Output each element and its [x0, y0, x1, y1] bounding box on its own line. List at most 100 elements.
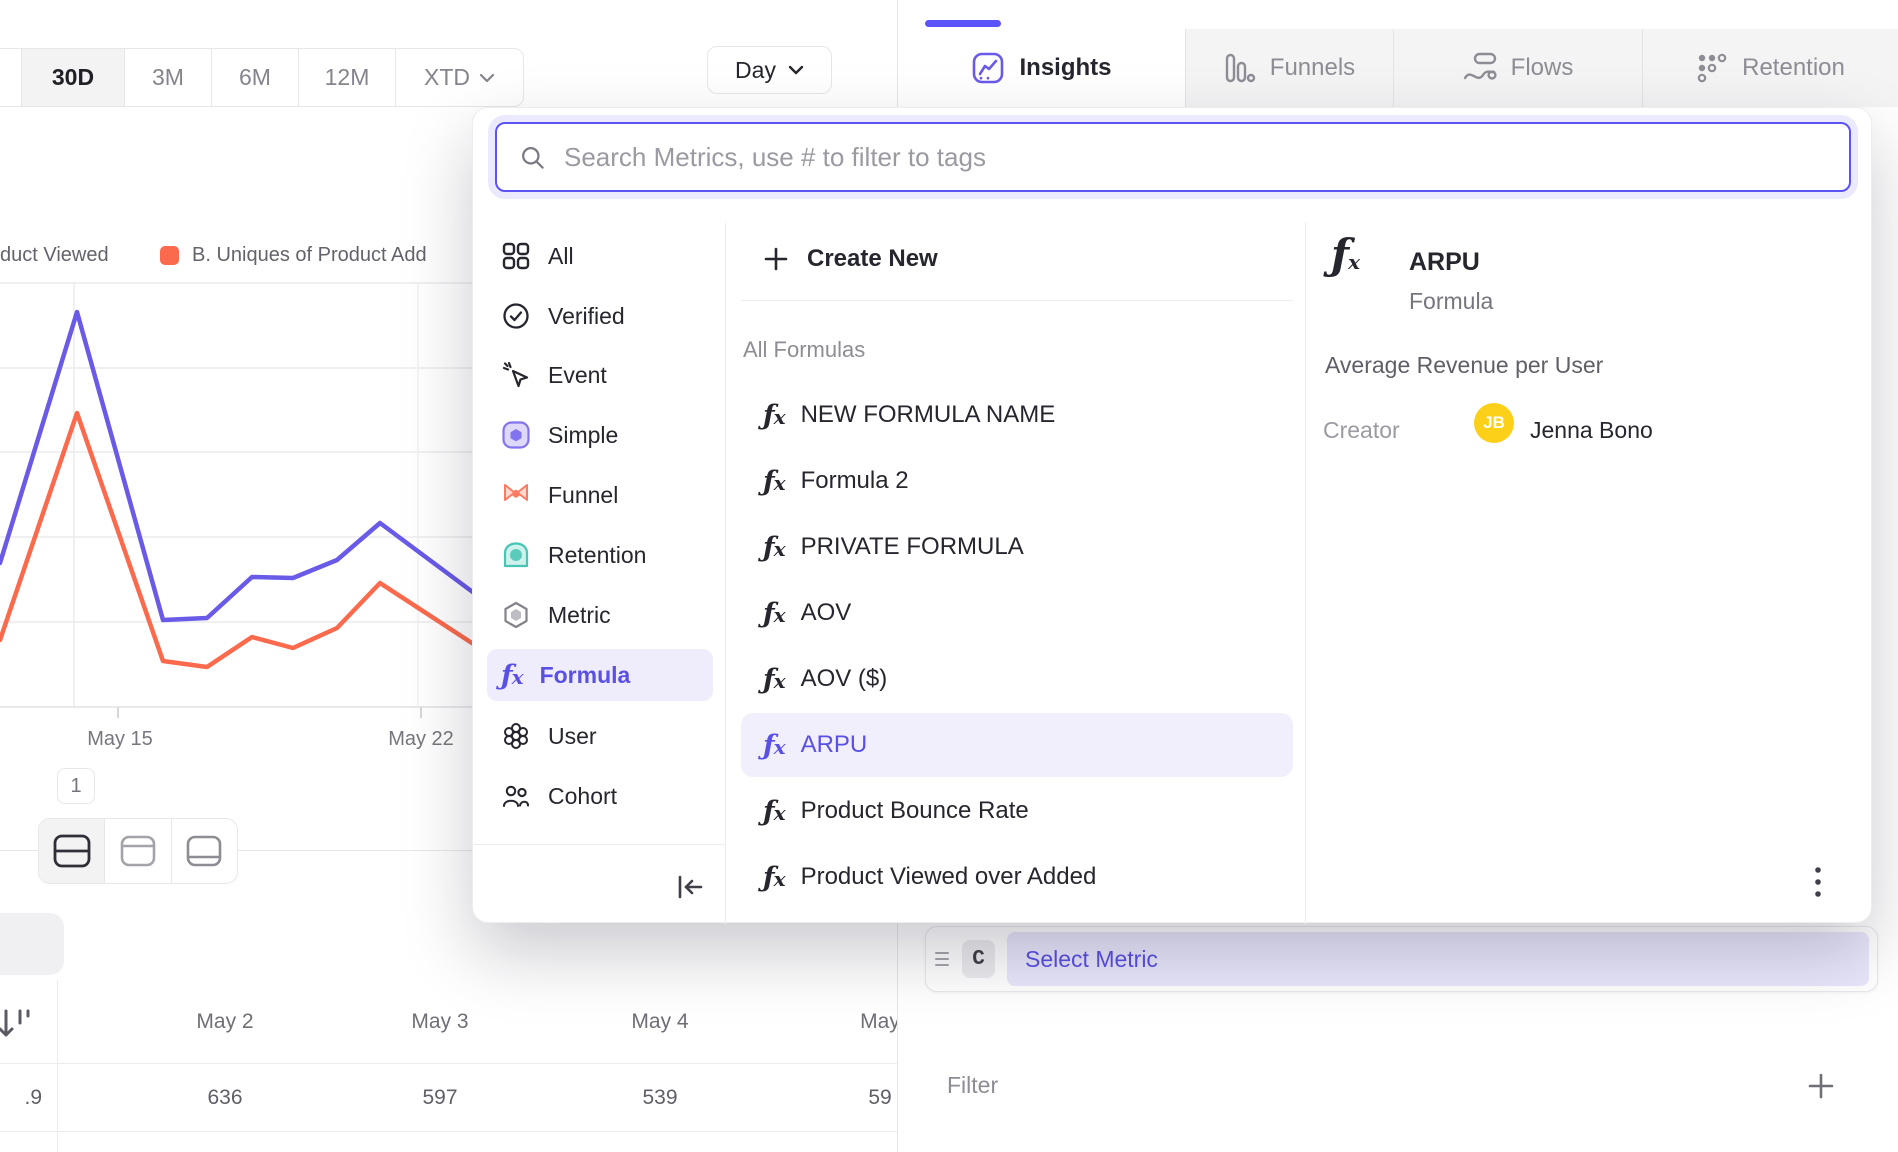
table-cell: 539 — [642, 1086, 678, 1109]
legend-swatch-orange — [160, 246, 179, 265]
time-range-partial[interactable] — [0, 49, 22, 106]
detail-type-label: Formula — [1409, 288, 1494, 314]
creator-label: Creator — [1323, 417, 1400, 443]
sidebar-item-event[interactable]: Event — [487, 349, 713, 401]
table-cell: 636 — [207, 1086, 243, 1109]
sidebar-item-label: Retention — [548, 541, 647, 568]
time-range-group: 30D 3M 6M 12M XTD — [0, 48, 524, 107]
sidebar-item-all[interactable]: All — [487, 230, 713, 282]
series-b-line — [0, 410, 478, 670]
tab-retention[interactable]: Retention — [1643, 29, 1898, 107]
fx-icon: ƒx — [763, 597, 786, 629]
search-input[interactable] — [564, 141, 1829, 173]
table-column-divider — [57, 980, 58, 1152]
formula-item-product-bounce-rate[interactable]: ƒx Product Bounce Rate — [741, 779, 1293, 843]
formula-item-label: Formula 2 — [800, 467, 909, 494]
layout-split-horizontal-button[interactable] — [39, 819, 106, 883]
table-header-may5[interactable]: May — [860, 1010, 897, 1033]
series-a-line — [0, 309, 478, 623]
fx-icon: ƒx — [763, 399, 786, 431]
create-new-button[interactable]: Create New — [741, 233, 938, 285]
formula-item-product-viewed-over-added[interactable]: ƒx Product Viewed over Added — [741, 845, 1293, 909]
sidebar-item-verified[interactable]: Verified — [487, 290, 713, 342]
sidebar-item-label: Metric — [548, 601, 611, 628]
grid-all-icon — [502, 242, 530, 270]
time-range-30d[interactable]: 30D — [22, 49, 125, 106]
time-range-label: 30D — [51, 64, 95, 90]
tab-label: Flows — [1510, 54, 1574, 81]
table-header-may4[interactable]: May 4 — [631, 1010, 689, 1033]
formula-item-aov-dollar[interactable]: ƒx AOV ($) — [741, 647, 1293, 711]
layout-footer-panel-button[interactable] — [172, 819, 237, 883]
table-header-may2[interactable]: May 2 — [196, 1010, 254, 1033]
sidebar-item-user[interactable]: User — [487, 710, 713, 762]
x-tick-may15: May 15 — [87, 728, 153, 750]
time-range-xtd[interactable]: XTD — [396, 49, 523, 106]
sidebar-item-label: Simple — [548, 421, 619, 448]
x-tick-may22: May 22 — [388, 728, 454, 750]
sidebar-item-label: All — [548, 242, 574, 269]
formula-item-aov[interactable]: ƒx AOV — [741, 581, 1293, 645]
layout-header-panel-button[interactable] — [105, 819, 172, 883]
formula-item-label: AOV — [800, 599, 852, 626]
drag-handle-icon[interactable] — [934, 950, 950, 968]
formula-item-label: Product Bounce Rate — [800, 797, 1029, 824]
pagination-page-1[interactable]: 1 — [57, 768, 95, 804]
formula-item-label: PRIVATE FORMULA — [800, 533, 1024, 560]
search-icon — [522, 146, 544, 169]
time-range-3m[interactable]: 3M — [125, 49, 212, 106]
active-tab-indicator — [925, 20, 1001, 27]
time-range-6m[interactable]: 6M — [212, 49, 299, 106]
formula-item-formula-2[interactable]: ƒx Formula 2 — [741, 449, 1293, 513]
formula-item-arpu[interactable]: ƒx ARPU — [741, 713, 1293, 777]
time-range-label: 3M — [152, 64, 184, 90]
sidebar-item-retention[interactable]: Retention — [487, 529, 713, 581]
select-metric-field[interactable]: Select Metric — [1007, 932, 1869, 986]
tab-flows[interactable]: Flows — [1394, 29, 1643, 107]
granularity-dropdown[interactable]: Day — [707, 46, 832, 94]
sidebar-footer-divider — [474, 844, 725, 845]
formula-item-private-formula[interactable]: ƒx PRIVATE FORMULA — [741, 515, 1293, 579]
sidebar-item-label: User — [548, 722, 597, 749]
granularity-label: Day — [735, 56, 776, 83]
sidebar-item-formula[interactable]: ƒx Formula — [487, 649, 713, 701]
page-number: 1 — [70, 774, 82, 797]
time-range-12m[interactable]: 12M — [299, 49, 396, 106]
sidebar-item-simple[interactable]: Simple — [487, 409, 713, 461]
sidebar-item-metric[interactable]: Metric — [487, 589, 713, 641]
formula-item-new-formula-name[interactable]: ƒx NEW FORMULA NAME — [741, 383, 1293, 447]
sort-descending-icon[interactable] — [0, 1004, 36, 1046]
table-rule — [0, 1063, 897, 1064]
metric-row-c: C Select Metric — [925, 926, 1878, 992]
formula-item-label: ARPU — [800, 731, 868, 758]
detail-description: Average Revenue per User — [1325, 352, 1604, 378]
time-range-label: 12M — [324, 64, 370, 90]
list-divider — [741, 300, 1293, 301]
funnels-bars-icon — [1225, 53, 1255, 83]
fx-icon: ƒx — [763, 861, 786, 893]
collapse-sidebar-button[interactable] — [669, 866, 711, 908]
layout-toggle-group — [38, 818, 238, 884]
tab-label: Retention — [1742, 54, 1845, 81]
split-horizontal-icon — [53, 834, 91, 868]
metric-letter-badge: C — [962, 940, 995, 978]
footer-panel-icon — [187, 835, 222, 867]
sidebar-item-funnel[interactable]: Funnel — [487, 469, 713, 521]
tab-funnels[interactable]: Funnels — [1186, 29, 1394, 107]
metric-hexagon-icon — [504, 601, 528, 629]
cohort-people-icon — [502, 785, 530, 808]
detail-fx-icon: ƒx — [1331, 230, 1360, 279]
metric-search-bar — [495, 122, 1851, 192]
user-cluster-icon — [504, 723, 528, 749]
more-options-button[interactable] — [1799, 860, 1837, 904]
retention-dots-icon — [1697, 53, 1727, 83]
time-range-label: XTD — [424, 64, 470, 90]
add-filter-button[interactable] — [1803, 1068, 1839, 1104]
sidebar-item-label: Event — [548, 361, 607, 388]
tab-insights[interactable]: Insights — [898, 29, 1186, 107]
sidebar-item-cohort[interactable]: Cohort — [487, 770, 713, 822]
plus-icon — [764, 247, 788, 271]
trend-chart[interactable] — [0, 275, 478, 725]
table-header-may3[interactable]: May 3 — [411, 1010, 469, 1033]
breakdown-pill-fragment[interactable] — [0, 913, 64, 975]
